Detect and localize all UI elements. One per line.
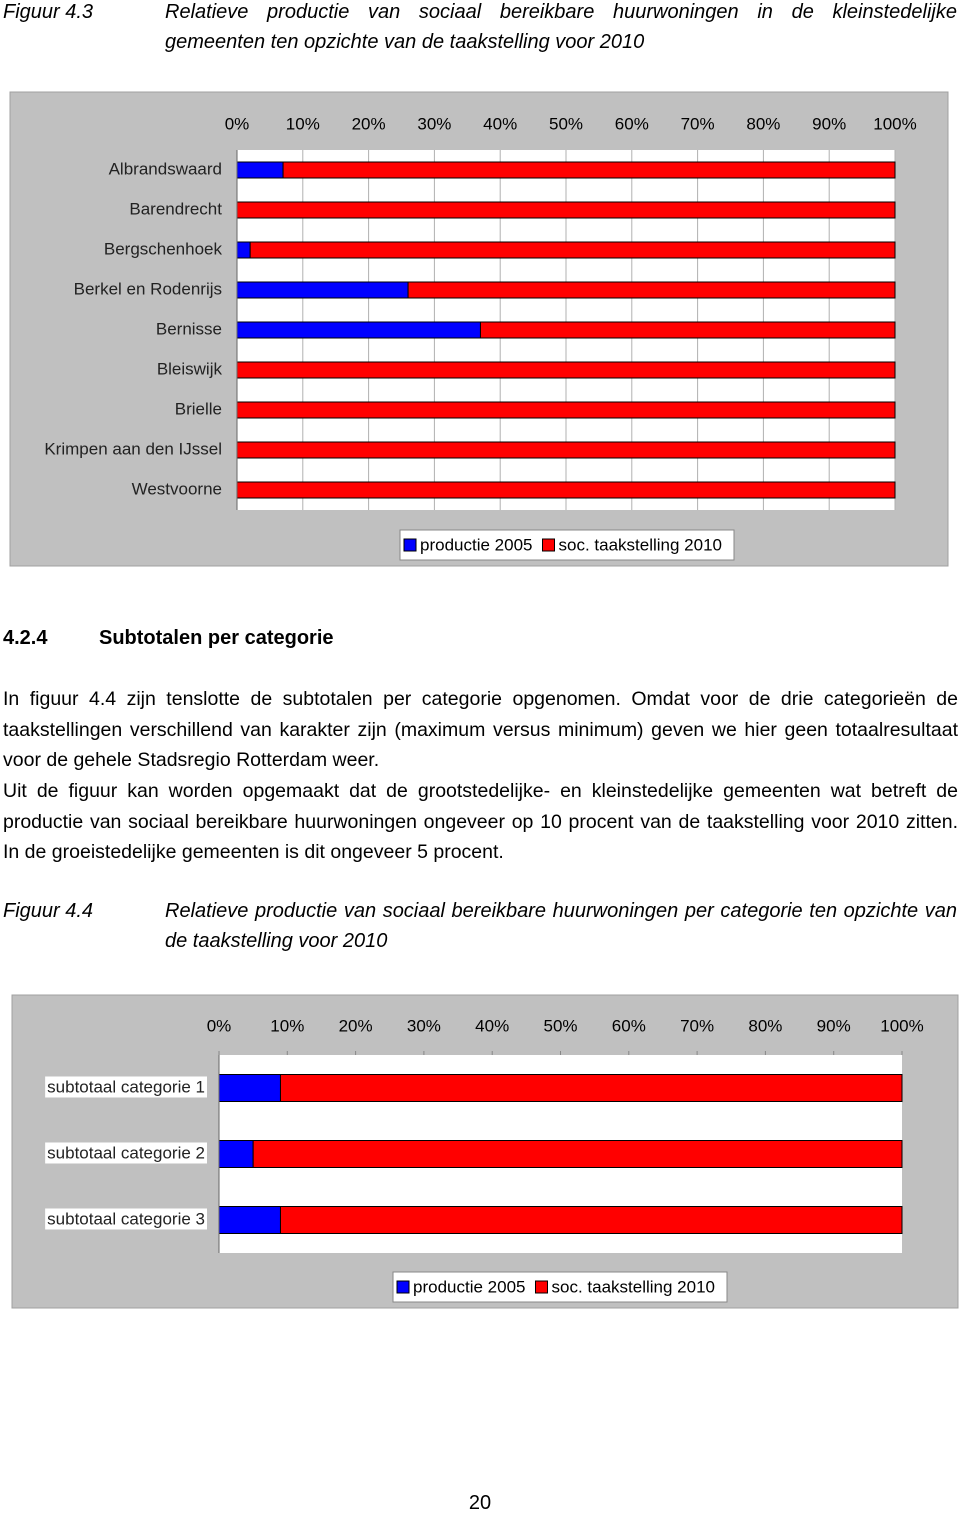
legend-swatch — [541, 538, 555, 552]
paragraph: In figuur 4.4 zijn tenslotte de subtotal… — [3, 688, 958, 771]
bar-segment — [236, 241, 251, 259]
bar-segment — [236, 281, 409, 299]
legend-label: productie 2005 — [413, 1277, 525, 1296]
x-tick-label: 90% — [812, 114, 846, 133]
legend-label: productie 2005 — [420, 535, 532, 554]
label-background — [45, 1076, 207, 1098]
figure-label: Figuur 4.4 — [3, 900, 94, 922]
section-title: Subtotalen per categorie — [99, 627, 334, 649]
bar-segment — [407, 281, 896, 299]
y-tick-label: Bernisse — [156, 319, 222, 338]
figure-label: Figuur 4.3 — [3, 1, 94, 23]
x-tick-label: 10% — [286, 114, 320, 133]
x-tick-label: 50% — [543, 1016, 577, 1035]
paragraph: Uit de figuur kan worden opgemaakt dat d… — [3, 780, 958, 863]
bar-segment — [236, 161, 284, 179]
figure-caption: Relatieve productie van sociaal bereikba… — [165, 900, 957, 952]
legend-label: soc. taakstelling 2010 — [551, 1277, 715, 1296]
x-tick-label: 90% — [817, 1016, 851, 1035]
x-tick-label: 70% — [680, 1016, 714, 1035]
y-tick-label: Brielle — [175, 399, 222, 418]
x-tick-label: 0% — [225, 114, 250, 133]
y-tick-label: subtotaal categorie 1 — [47, 1077, 205, 1096]
legend-swatch — [534, 1280, 548, 1294]
bar-segment — [279, 1206, 903, 1234]
y-tick-label: Berkel en Rodenrijs — [74, 279, 222, 298]
x-tick-label: 100% — [873, 114, 916, 133]
bar-segment — [279, 1074, 903, 1102]
legend-box — [399, 529, 735, 561]
x-tick-label: 20% — [339, 1016, 373, 1035]
bar-segment — [236, 481, 896, 499]
x-tick-label: 40% — [475, 1016, 509, 1035]
x-tick-label: 60% — [615, 114, 649, 133]
x-tick-label: 70% — [681, 114, 715, 133]
legend-label: soc. taakstelling 2010 — [558, 535, 722, 554]
bar-segment — [236, 401, 896, 419]
y-tick-label: Krimpen aan den IJssel — [44, 439, 222, 458]
label-background — [45, 1208, 207, 1230]
bar-segment — [236, 361, 896, 379]
x-tick-label: 80% — [748, 1016, 782, 1035]
y-tick-label: Bergschenhoek — [104, 239, 223, 258]
bar-segment — [236, 201, 896, 219]
figure-caption: Relatieve productie van sociaal bereikba… — [165, 1, 957, 53]
section-number: 4.2.4 — [3, 627, 48, 649]
x-tick-label: 50% — [549, 114, 583, 133]
bar-segment — [252, 1140, 903, 1168]
bar-segment — [236, 321, 481, 339]
x-tick-label: 60% — [612, 1016, 646, 1035]
bar-segment — [249, 241, 896, 259]
x-tick-label: 80% — [746, 114, 780, 133]
page-number: 20 — [468, 1492, 492, 1514]
y-tick-label: Albrandswaard — [109, 159, 222, 178]
legend-box — [392, 1271, 728, 1303]
y-tick-label: Westvoorne — [132, 479, 222, 498]
x-tick-label: 40% — [483, 114, 517, 133]
x-tick-label: 20% — [352, 114, 386, 133]
label-background — [45, 1142, 207, 1164]
x-tick-label: 100% — [880, 1016, 923, 1035]
x-tick-label: 0% — [207, 1016, 232, 1035]
legend-swatch — [396, 1280, 410, 1294]
bar-segment — [218, 1206, 281, 1234]
y-tick-label: subtotaal categorie 2 — [47, 1143, 205, 1162]
bar-segment — [218, 1140, 254, 1168]
bar-segment — [282, 161, 896, 179]
y-tick-label: subtotaal categorie 3 — [47, 1209, 205, 1228]
y-tick-label: Bleiswijk — [157, 359, 223, 378]
bar-segment — [479, 321, 896, 339]
x-tick-label: 30% — [417, 114, 451, 133]
bar-segment — [218, 1074, 281, 1102]
bar-segment — [236, 441, 896, 459]
legend-swatch — [403, 538, 417, 552]
x-tick-label: 10% — [270, 1016, 304, 1035]
x-tick-label: 30% — [407, 1016, 441, 1035]
y-tick-label: Barendrecht — [129, 199, 222, 218]
